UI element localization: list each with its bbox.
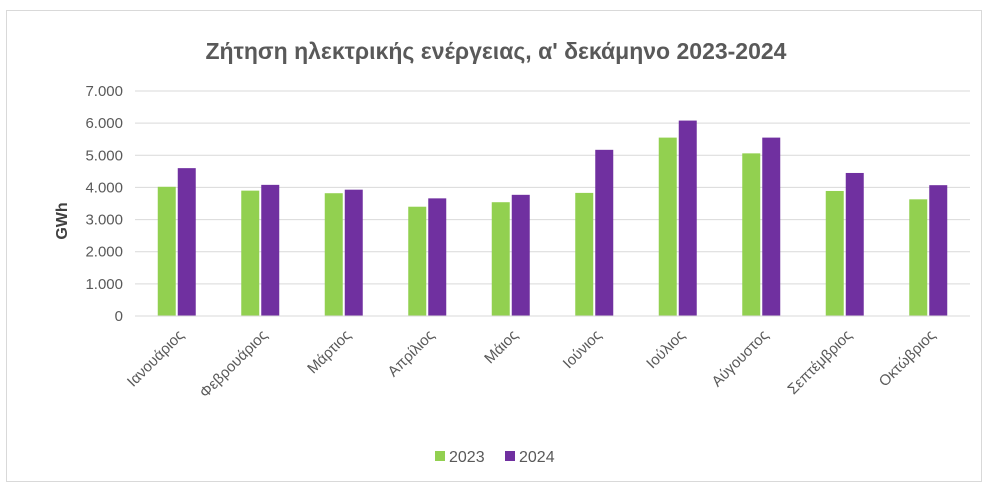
bar-2024-3	[344, 189, 363, 316]
y-tick-label: 0	[115, 308, 123, 325]
bar-chart: Ζήτηση ηλεκτρικής ενέργειας, α' δεκάμηνο…	[54, 38, 970, 466]
x-tick-label: Ιανουάριος	[124, 327, 188, 391]
y-tick-label: 1.000	[85, 276, 123, 293]
chart-frame: Ζήτηση ηλεκτρικής ενέργειας, α' δεκάμηνο…	[6, 10, 982, 482]
y-tick-label: 5.000	[85, 147, 123, 164]
legend-label-2023: 2023	[449, 449, 485, 466]
bar-2024-10	[929, 185, 948, 316]
bar-2024-5	[511, 194, 530, 316]
bar-2023-7	[658, 137, 677, 316]
x-tick-label: Απρίλιος	[385, 327, 438, 380]
bars	[157, 120, 948, 316]
x-tick-label: Αύγουστος	[709, 327, 772, 390]
bar-2023-6	[575, 192, 594, 316]
x-tick-label: Μάιος	[481, 327, 521, 367]
y-tick-label: 3.000	[85, 212, 123, 229]
bar-2023-3	[324, 193, 343, 316]
x-axis-ticks: Ιανουάριος Φεβρουάριος Μάρτιος Απρίλιος Μάιο…	[124, 327, 939, 402]
y-axis-ticks: 0 1.000 2.000 3.000 4.000 5.000 6.000 7.000	[85, 83, 123, 325]
bar-2024-9	[845, 172, 864, 316]
bar-2024-8	[762, 137, 781, 316]
x-tick-label: Ιούλιος	[643, 327, 688, 372]
bar-2023-10	[909, 199, 928, 316]
y-tick-label: 4.000	[85, 179, 123, 196]
bar-2023-9	[825, 190, 844, 316]
gridlines	[135, 90, 970, 285]
y-tick-label: 6.000	[85, 115, 123, 132]
x-tick-label: Ιούνιος	[560, 327, 605, 372]
x-tick-label: Οκτώβριος	[876, 327, 939, 390]
legend-label-2024: 2024	[519, 449, 555, 466]
bar-2024-1	[177, 168, 196, 316]
bar-2023-8	[742, 153, 761, 316]
x-tick-label: Φεβρουάριος	[196, 327, 271, 402]
bar-2024-7	[678, 120, 697, 316]
bar-2023-5	[491, 202, 510, 316]
legend: 2023 2024	[435, 449, 555, 466]
bar-2024-2	[261, 184, 280, 316]
legend-swatch-2023	[435, 451, 445, 461]
bar-2024-4	[428, 198, 447, 316]
chart-title: Ζήτηση ηλεκτρικής ενέργειας, α' δεκάμηνο…	[206, 38, 787, 64]
bar-2023-2	[241, 190, 260, 316]
x-tick-label: Σεπτέμβριος	[784, 327, 855, 398]
bar-2024-6	[595, 149, 614, 316]
y-axis-label: GWh	[54, 202, 71, 239]
y-tick-label: 7.000	[85, 83, 123, 100]
bar-2023-4	[408, 206, 427, 316]
x-tick-label: Μάρτιος	[304, 327, 354, 377]
legend-swatch-2024	[505, 451, 515, 461]
bar-2023-1	[157, 186, 176, 316]
y-tick-label: 2.000	[85, 244, 123, 261]
